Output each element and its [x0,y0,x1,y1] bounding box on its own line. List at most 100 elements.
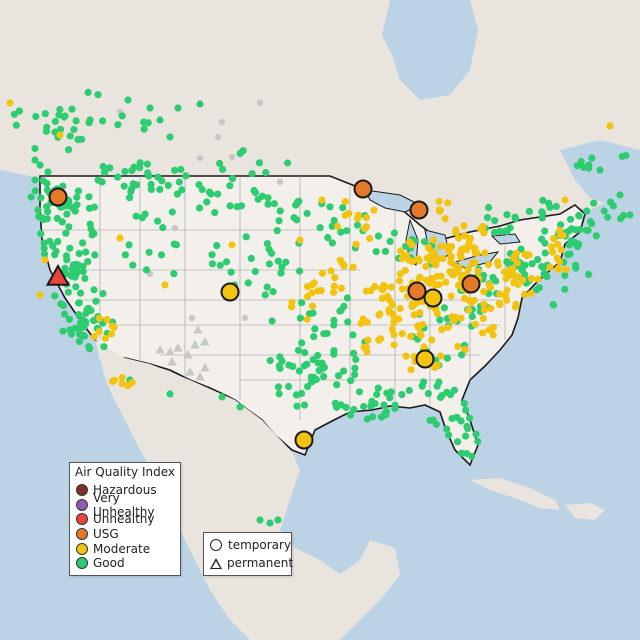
good-marker[interactable] [62,229,70,237]
moderate-marker[interactable] [502,274,510,283]
good-marker[interactable] [443,388,451,396]
good-marker[interactable] [540,264,548,272]
good-marker[interactable] [604,213,612,221]
good-marker[interactable] [552,202,560,211]
good-marker[interactable] [424,390,432,398]
good-marker[interactable] [277,269,285,277]
good-marker[interactable] [316,224,324,232]
good-marker[interactable] [314,351,322,360]
good-marker[interactable] [130,163,138,171]
good-marker[interactable] [275,362,283,370]
good-marker[interactable] [82,309,90,318]
moderate-marker[interactable] [103,316,111,324]
good-marker[interactable] [320,373,328,381]
good-marker[interactable] [616,191,624,199]
good-marker[interactable] [36,161,44,169]
good-marker[interactable] [46,237,54,245]
good-marker[interactable] [198,185,206,194]
good-marker[interactable] [85,193,93,201]
no-data-marker[interactable] [214,133,222,141]
good-marker[interactable] [355,388,364,396]
good-marker[interactable] [31,144,39,153]
good-marker[interactable] [75,337,83,346]
good-marker[interactable] [106,164,114,172]
good-marker[interactable] [346,411,355,419]
good-marker[interactable] [405,386,413,395]
moderate-marker[interactable] [501,291,509,299]
moderate-marker[interactable] [408,241,416,249]
good-marker[interactable] [443,354,451,362]
moderate-marker[interactable] [433,272,441,280]
good-marker[interactable] [309,309,317,317]
good-marker[interactable] [349,331,357,339]
good-marker[interactable] [211,209,219,217]
no-data-permanent-marker[interactable] [195,372,205,381]
good-marker[interactable] [228,175,237,183]
good-marker[interactable] [466,414,474,422]
good-marker[interactable] [540,270,549,278]
good-marker[interactable] [203,198,211,206]
good-marker[interactable] [242,233,250,241]
good-marker[interactable] [349,349,358,357]
moderate-marker[interactable] [454,342,462,350]
good-marker[interactable] [371,400,379,408]
good-marker[interactable] [66,244,74,252]
good-marker[interactable] [32,112,40,121]
good-marker[interactable] [177,165,185,174]
moderate-marker[interactable] [388,325,396,333]
good-marker[interactable] [295,197,303,205]
good-marker[interactable] [432,420,440,428]
good-marker[interactable] [178,186,186,194]
moderate-marker[interactable] [467,298,475,306]
good-marker[interactable] [300,401,309,409]
good-marker[interactable] [208,251,216,259]
moderate-marker[interactable] [6,99,14,107]
moderate-marker[interactable] [396,270,404,278]
good-marker[interactable] [81,318,90,326]
good-marker[interactable] [284,159,292,167]
moderate-marker[interactable] [521,290,529,298]
moderate-marker[interactable] [562,265,570,273]
good-marker[interactable] [298,389,306,398]
moderate-marker[interactable] [420,343,428,351]
good-marker[interactable] [289,362,297,370]
good-marker[interactable] [168,208,176,216]
good-marker[interactable] [43,186,52,194]
moderate-marker[interactable] [110,323,118,332]
moderate-marker[interactable] [318,196,326,204]
good-marker[interactable] [87,306,95,315]
good-marker[interactable] [101,168,109,176]
good-marker[interactable] [255,159,263,167]
good-marker[interactable] [85,204,94,212]
moderate-marker[interactable] [512,300,520,308]
good-marker[interactable] [265,260,273,268]
good-marker[interactable] [622,151,630,160]
good-marker[interactable] [539,196,547,204]
good-marker[interactable] [268,249,276,257]
moderate-marker[interactable] [441,215,449,223]
good-marker[interactable] [576,226,584,234]
moderate-marker[interactable] [455,234,463,242]
good-marker[interactable] [94,176,102,184]
moderate-marker[interactable] [395,277,404,285]
good-marker[interactable] [443,425,451,433]
good-marker[interactable] [59,182,67,190]
good-marker[interactable] [125,241,133,249]
good-marker[interactable] [270,200,278,208]
moderate-marker[interactable] [108,377,117,385]
good-marker[interactable] [71,273,79,281]
moderate-marker[interactable] [402,352,410,360]
no-data-permanent-marker[interactable] [193,325,203,334]
good-marker[interactable] [301,349,309,357]
usg-temporary-marker[interactable] [48,187,68,207]
good-marker[interactable] [462,406,470,414]
good-marker[interactable] [258,192,266,200]
good-marker[interactable] [582,226,591,234]
good-marker[interactable] [374,384,382,392]
good-marker[interactable] [541,249,549,257]
good-marker[interactable] [140,118,148,126]
good-marker[interactable] [73,193,81,201]
good-marker[interactable] [503,227,511,236]
good-marker[interactable] [99,162,107,171]
good-marker[interactable] [143,160,151,168]
